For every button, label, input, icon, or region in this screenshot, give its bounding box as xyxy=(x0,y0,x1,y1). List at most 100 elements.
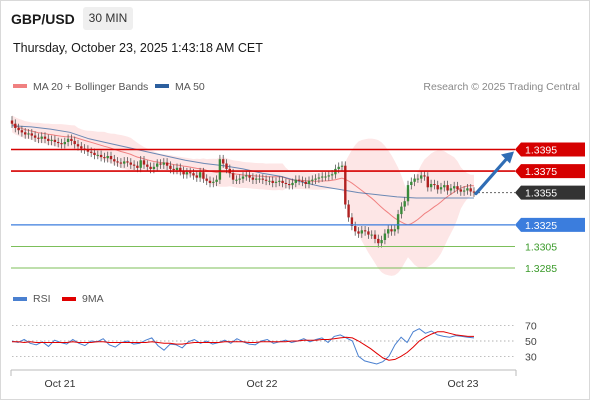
candle-body xyxy=(317,177,321,179)
candle-body xyxy=(347,204,350,218)
timeframe-button[interactable]: 30 MIN xyxy=(83,7,133,30)
level-label-1.3375: 1.3375 xyxy=(525,166,557,178)
candle-body xyxy=(258,178,261,180)
candle-body xyxy=(109,156,113,160)
candle-body xyxy=(400,206,403,215)
candle-body xyxy=(165,162,169,166)
rsi-ma9-line xyxy=(12,331,474,361)
level-label-1.3305: 1.3305 xyxy=(525,242,557,254)
candle-body xyxy=(73,140,76,145)
candle-body xyxy=(156,163,159,167)
rsi-tick-30: 30 xyxy=(525,351,537,363)
candle-body xyxy=(53,139,57,142)
candle-body xyxy=(20,130,24,133)
candle-body xyxy=(24,132,27,135)
candle-body xyxy=(215,179,218,182)
candle-body xyxy=(403,201,406,207)
candle-body xyxy=(93,152,96,155)
candle-body xyxy=(311,179,314,181)
candle-body xyxy=(182,171,185,175)
candle-body xyxy=(380,240,383,244)
rsi-tick-50: 50 xyxy=(525,336,537,348)
candle-body xyxy=(462,190,466,192)
candle-body xyxy=(198,172,202,178)
candle-body xyxy=(314,178,317,180)
candle-body xyxy=(189,172,192,174)
candle-body xyxy=(169,165,172,169)
candle-body xyxy=(261,178,264,180)
candle-body xyxy=(37,137,40,139)
candle-body xyxy=(129,162,132,165)
candle-body xyxy=(162,162,165,165)
candle-body xyxy=(66,138,70,142)
candle-body xyxy=(357,231,360,234)
candle-body xyxy=(459,189,462,192)
candle-body xyxy=(453,186,456,189)
candle-body xyxy=(360,230,363,234)
candle-body xyxy=(297,179,301,181)
candle-body xyxy=(70,138,73,141)
symbol-title: GBP/USD xyxy=(11,11,75,27)
candle-body xyxy=(175,167,179,170)
candle-body xyxy=(426,176,429,188)
candle-body xyxy=(231,173,235,180)
ma50-legend-label: MA 50 xyxy=(175,81,205,93)
candle-body xyxy=(90,151,93,153)
candle-body xyxy=(63,142,66,145)
level-label-1.3355: 1.3355 xyxy=(525,188,557,200)
rsi-legend-swatch xyxy=(13,297,27,301)
candle-body xyxy=(14,123,17,128)
candle-body xyxy=(344,165,347,205)
candle-body xyxy=(446,185,449,191)
candle-body xyxy=(377,238,380,244)
candle-body xyxy=(443,185,446,188)
ma20-legend-swatch xyxy=(13,84,27,88)
source-credit: Research © 2025 Trading Central xyxy=(423,81,580,93)
candle-body xyxy=(337,166,340,169)
candle-body xyxy=(354,226,357,232)
candle-body xyxy=(126,161,129,163)
candle-body xyxy=(116,161,119,163)
candle-body xyxy=(218,159,222,180)
candle-body xyxy=(410,181,413,185)
candle-body xyxy=(30,133,33,136)
candle-body xyxy=(340,165,344,167)
bollinger-band xyxy=(12,115,474,276)
candle-body xyxy=(416,178,420,180)
rsi-legend-label: RSI xyxy=(33,293,51,305)
ma20-legend-label: MA 20 + Bollinger Bands xyxy=(33,81,148,93)
candle-body xyxy=(274,181,278,183)
candle-body xyxy=(373,234,377,239)
rsi-tick-70: 70 xyxy=(525,321,537,333)
candle-body xyxy=(367,231,370,235)
candle-body xyxy=(212,181,215,183)
candle-body xyxy=(466,188,469,191)
candle-body xyxy=(387,229,390,234)
candle-body xyxy=(429,184,433,188)
x-tick-label: Oct 22 xyxy=(247,378,278,390)
x-tick-label: Oct 23 xyxy=(448,378,479,390)
level-tag-1.3395 xyxy=(515,142,585,157)
candle-body xyxy=(284,182,288,184)
x-tick-label: Oct 21 xyxy=(45,378,76,390)
candle-body xyxy=(264,179,268,181)
candle-body xyxy=(288,184,291,186)
candle-body xyxy=(33,135,37,138)
candle-body xyxy=(436,185,439,190)
ma50-legend-swatch xyxy=(155,84,169,88)
candle-body xyxy=(307,180,311,184)
candle-body xyxy=(172,168,175,170)
candle-body xyxy=(238,178,241,180)
candle-body xyxy=(294,179,297,183)
rsi-legend: RSI 9MA xyxy=(13,293,104,305)
candle-body xyxy=(17,128,20,131)
candle-body xyxy=(123,161,126,164)
candle-body xyxy=(327,175,330,177)
candle-body xyxy=(27,133,30,135)
candle-body xyxy=(208,180,212,183)
candle-body xyxy=(132,164,136,166)
candle-body xyxy=(433,184,436,186)
candle-body xyxy=(139,160,142,168)
candle-body xyxy=(205,178,208,181)
candle-body xyxy=(202,172,205,179)
